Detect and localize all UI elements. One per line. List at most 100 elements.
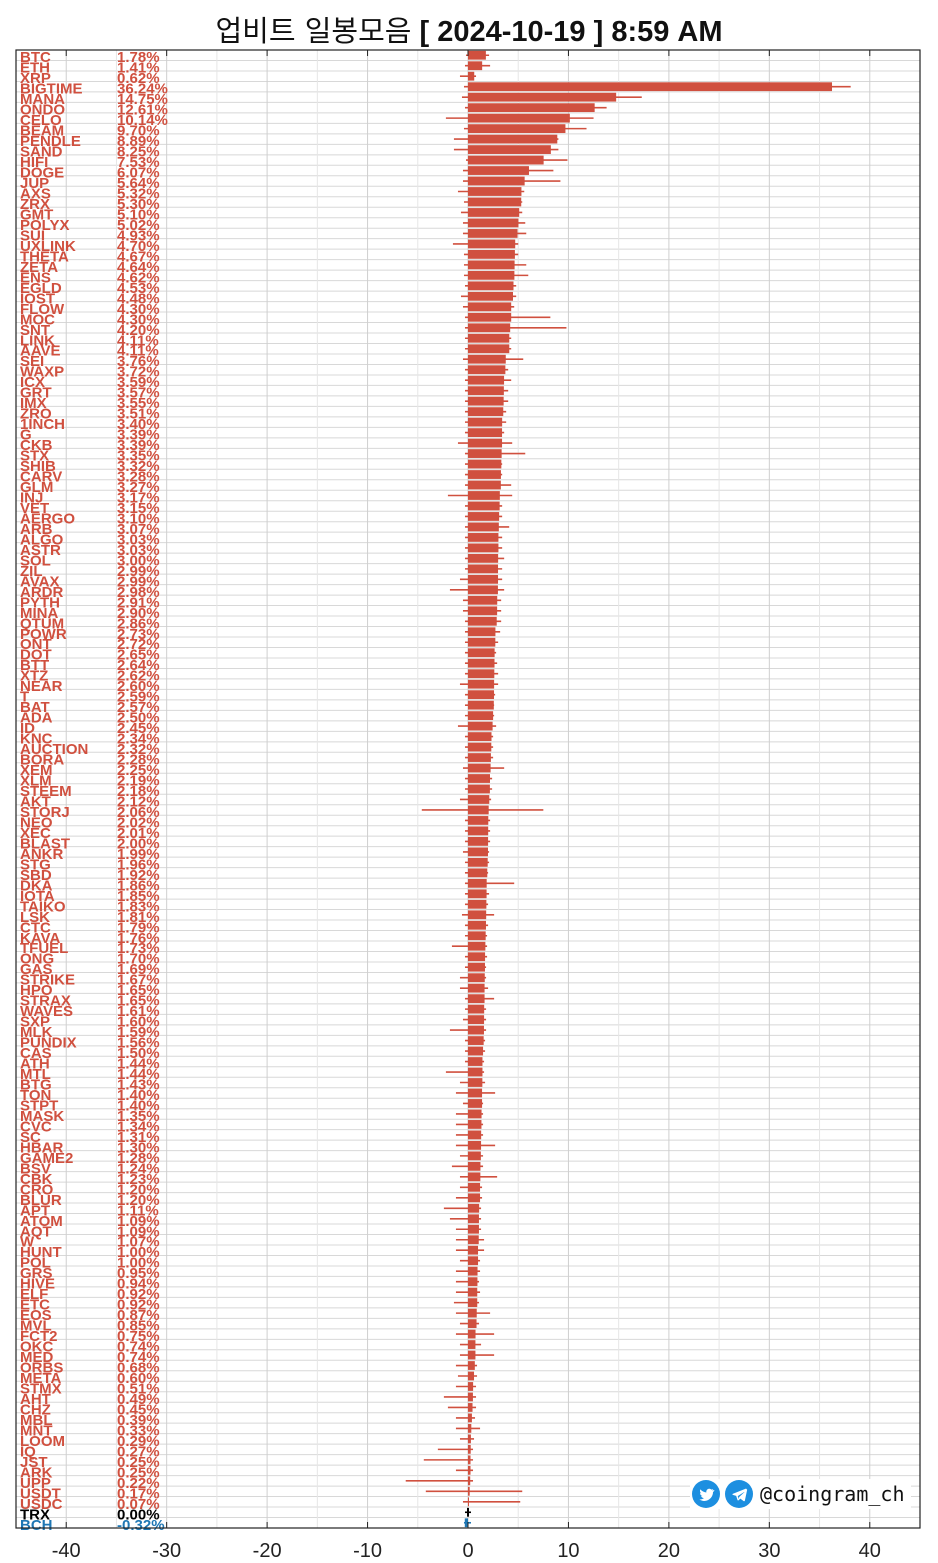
value-label: 1.85%	[117, 888, 160, 905]
twitter-icon[interactable]	[692, 1480, 720, 1508]
category-label: WAXP	[20, 364, 64, 381]
bar	[468, 1203, 480, 1213]
x-tick-label: 0	[462, 1540, 473, 1562]
category-label: MLK	[20, 1024, 53, 1041]
value-label: 2.34%	[117, 731, 160, 748]
value-label: 3.76%	[117, 353, 160, 370]
bar	[468, 1182, 481, 1192]
bar	[468, 1078, 483, 1087]
label-layer: BTC 1.78% ETH 1.41% XRP 0.62% BIGTIME 36.24% MAN…	[20, 49, 168, 1534]
value-label: 1.41%	[117, 60, 160, 77]
bar	[468, 679, 495, 689]
category-label: MINA	[20, 605, 58, 622]
bar	[468, 312, 512, 322]
bar	[468, 533, 499, 542]
category-label: STEEM	[20, 783, 72, 800]
value-label: 4.93%	[117, 227, 160, 244]
category-label: SOL	[20, 552, 51, 569]
category-label: GRS	[20, 1265, 53, 1282]
bar	[468, 323, 511, 333]
bar	[468, 627, 496, 637]
value-label: 1.35%	[117, 1108, 160, 1125]
value-label: 1.28%	[117, 1150, 160, 1167]
value-label: 1.00%	[117, 1244, 160, 1261]
bar	[468, 1088, 483, 1098]
bar	[468, 952, 486, 962]
category-label: CARV	[20, 469, 62, 486]
value-label: 2.91%	[117, 594, 160, 611]
category-label: SNT	[20, 322, 50, 339]
value-label: 1.73%	[117, 940, 160, 957]
value-label: 1.70%	[117, 951, 160, 968]
bar	[468, 658, 495, 668]
value-label: 5.10%	[117, 206, 160, 223]
bar	[468, 878, 487, 888]
value-label: 0.22%	[117, 1475, 160, 1492]
category-label: EOS	[20, 1307, 52, 1324]
category-label: CBK	[20, 1171, 53, 1188]
value-label: 2.64%	[117, 657, 160, 674]
bar	[468, 1015, 485, 1025]
category-label: ETC	[20, 1297, 50, 1314]
value-label: 2.62%	[117, 668, 160, 685]
category-label: TON	[20, 1087, 51, 1104]
bar	[468, 155, 544, 165]
value-label: 0.60%	[117, 1370, 160, 1387]
bar	[468, 1067, 483, 1077]
value-label: 1.09%	[117, 1223, 160, 1240]
category-label: AXS	[20, 186, 51, 203]
value-label: 1.44%	[117, 1056, 160, 1073]
chart-title: 업비트 일봉모음 [ 2024-10-19 ] 8:59 AM	[0, 8, 938, 50]
category-label: BTT	[20, 657, 49, 674]
category-label: ICX	[20, 374, 45, 391]
bar	[468, 124, 566, 134]
category-label: STX	[20, 448, 49, 465]
x-tick-label: -20	[253, 1540, 282, 1562]
category-label: MNT	[20, 1422, 53, 1439]
bar	[468, 595, 498, 605]
category-label: UXLINK	[20, 238, 76, 255]
value-label: 2.60%	[117, 678, 160, 695]
bar	[468, 71, 475, 81]
bar	[468, 1120, 482, 1129]
category-label: KAVA	[20, 930, 60, 947]
bar	[468, 1465, 471, 1475]
category-label: 1INCH	[20, 416, 65, 433]
bar	[468, 1497, 469, 1507]
category-label: AUCTION	[20, 741, 88, 758]
bar	[468, 1036, 484, 1045]
category-label: SEI	[20, 353, 44, 370]
value-label: 1.99%	[117, 846, 160, 863]
bar	[468, 1434, 471, 1444]
category-label: TFUEL	[20, 940, 68, 957]
category-label: LOOM	[20, 1433, 65, 1450]
telegram-icon[interactable]	[725, 1480, 753, 1508]
value-label: 1.34%	[117, 1118, 160, 1135]
category-label: GRT	[20, 385, 52, 402]
bar	[468, 1130, 482, 1140]
value-label: 1.43%	[117, 1077, 160, 1094]
value-label: 3.10%	[117, 510, 160, 527]
value-label: 4.62%	[117, 269, 160, 286]
category-label: SAND	[20, 144, 63, 161]
value-label: 2.18%	[117, 783, 160, 800]
category-label: POL	[20, 1255, 51, 1272]
value-label: 1.20%	[117, 1181, 160, 1198]
category-label: APT	[20, 1202, 50, 1219]
category-label: ONT	[20, 636, 52, 653]
value-label: 1.09%	[117, 1213, 160, 1230]
category-label: ASTR	[20, 542, 61, 559]
bar	[468, 1057, 483, 1066]
bar	[468, 113, 570, 123]
category-label: TAIKO	[20, 898, 66, 915]
bar	[468, 837, 489, 846]
x-tick-label: -40	[52, 1540, 81, 1562]
category-label: XEM	[20, 762, 53, 779]
value-label: 3.00%	[117, 552, 160, 569]
bar	[468, 1172, 481, 1182]
bar	[468, 994, 485, 1004]
value-label: 2.86%	[117, 615, 160, 632]
bar	[468, 197, 522, 207]
category-label: STPT	[20, 1097, 58, 1114]
bar	[468, 574, 499, 584]
